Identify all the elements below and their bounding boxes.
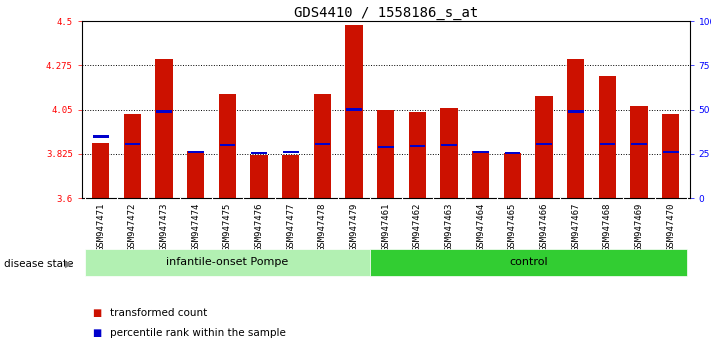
Bar xyxy=(378,146,394,148)
Bar xyxy=(188,151,203,153)
Bar xyxy=(568,110,584,113)
Text: GSM947464: GSM947464 xyxy=(476,202,485,251)
Bar xyxy=(440,108,458,198)
Bar xyxy=(442,144,457,147)
Text: ▶: ▶ xyxy=(65,259,73,269)
Bar xyxy=(662,114,680,198)
Bar xyxy=(410,145,425,147)
Text: ■: ■ xyxy=(92,328,102,338)
Text: GSM947466: GSM947466 xyxy=(540,202,548,251)
Bar xyxy=(92,143,109,198)
Text: infantile-onset Pompe: infantile-onset Pompe xyxy=(166,257,289,267)
Text: GSM947477: GSM947477 xyxy=(287,202,295,251)
Text: GSM947475: GSM947475 xyxy=(223,202,232,251)
Bar xyxy=(567,59,584,198)
Text: GSM947471: GSM947471 xyxy=(96,202,105,251)
Bar xyxy=(599,143,615,145)
Bar xyxy=(631,106,648,198)
Bar xyxy=(156,110,172,113)
Bar xyxy=(473,151,488,153)
Text: transformed count: transformed count xyxy=(110,308,208,318)
Text: GSM947467: GSM947467 xyxy=(571,202,580,251)
Bar xyxy=(663,151,678,153)
Bar xyxy=(599,76,616,198)
Bar xyxy=(472,151,489,198)
Bar xyxy=(377,110,395,198)
Bar xyxy=(124,114,141,198)
Bar xyxy=(631,143,647,145)
Text: GSM947474: GSM947474 xyxy=(191,202,201,251)
Bar xyxy=(409,112,426,198)
Text: ■: ■ xyxy=(92,308,102,318)
Text: GSM947473: GSM947473 xyxy=(159,202,169,251)
Bar xyxy=(187,151,205,198)
Bar xyxy=(346,25,363,198)
Text: GSM947478: GSM947478 xyxy=(318,202,327,251)
Text: GSM947463: GSM947463 xyxy=(444,202,454,251)
Bar xyxy=(314,143,330,145)
Text: GSM947468: GSM947468 xyxy=(603,202,612,251)
Bar xyxy=(505,152,520,154)
Bar xyxy=(535,96,552,198)
Bar xyxy=(370,249,687,276)
Bar xyxy=(250,155,268,198)
Text: percentile rank within the sample: percentile rank within the sample xyxy=(110,328,286,338)
Bar xyxy=(85,249,370,276)
Bar xyxy=(156,59,173,198)
Text: GSM947476: GSM947476 xyxy=(255,202,264,251)
Bar xyxy=(93,135,109,138)
Bar xyxy=(251,152,267,154)
Text: GSM947472: GSM947472 xyxy=(128,202,137,251)
Bar xyxy=(282,155,299,198)
Title: GDS4410 / 1558186_s_at: GDS4410 / 1558186_s_at xyxy=(294,6,478,20)
Bar xyxy=(220,144,235,147)
Text: GSM947479: GSM947479 xyxy=(350,202,358,251)
Bar xyxy=(124,143,140,145)
Bar xyxy=(314,94,331,198)
Text: GSM947469: GSM947469 xyxy=(634,202,643,251)
Bar xyxy=(503,153,521,198)
Bar xyxy=(219,94,236,198)
Bar xyxy=(346,108,362,111)
Text: control: control xyxy=(509,257,547,267)
Bar xyxy=(283,151,299,153)
Text: GSM947470: GSM947470 xyxy=(666,202,675,251)
Text: GSM947462: GSM947462 xyxy=(413,202,422,251)
Bar xyxy=(536,143,552,145)
Text: GSM947465: GSM947465 xyxy=(508,202,517,251)
Text: GSM947461: GSM947461 xyxy=(381,202,390,251)
Text: disease state: disease state xyxy=(4,259,73,269)
